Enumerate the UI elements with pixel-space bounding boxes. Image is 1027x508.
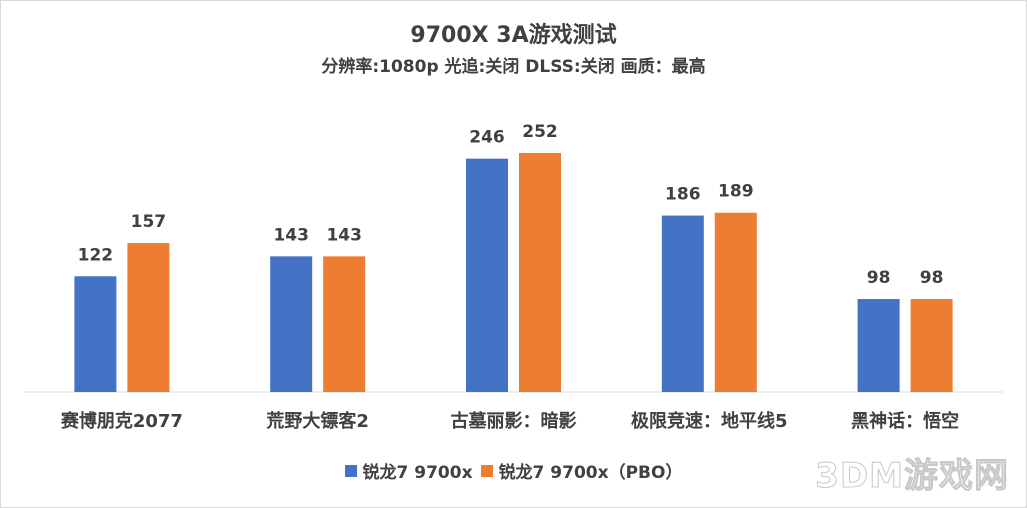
legend-swatch-series-1 [344,464,357,477]
legend-swatch-series-2 [480,464,493,477]
chart-subtitle: 分辨率:1080p 光追:关闭 DLSS:关闭 画质：最高 [321,57,706,77]
chart-title: 9700X 3A游戏测试 [410,23,617,48]
legend-item-series-1: 锐龙7 9700x [344,458,473,483]
x-tick-label-3: 古墓丽影：暗影 [451,410,577,432]
bar-series-2-cat-1 [127,243,170,392]
data-label-series-2-cat-1: 157 [131,212,167,232]
data-label-series-1-cat-3: 246 [469,128,505,148]
legend-label-series-1: 锐龙7 9700x [362,463,473,483]
data-label-series-2-cat-3: 252 [522,122,558,142]
bar-series-1-cat-5 [857,299,900,392]
x-tick-label-2: 荒野大镖客2 [265,410,369,432]
bar-series-2-cat-4 [714,212,757,392]
x-tick-label-4: 极限竞速：地平线5 [631,410,788,432]
bar-series-1-cat-4 [661,215,704,392]
data-label-series-1-cat-1: 122 [78,245,114,265]
data-label-series-1-cat-2: 143 [273,225,309,245]
bar-series-2-cat-3 [519,152,561,392]
legend-label-series-2: 锐龙7 9700x（PBO） [498,463,683,483]
bar-series-2-cat-2 [323,256,366,392]
data-label-series-2-cat-2: 143 [326,225,362,245]
data-label-series-1-cat-5: 98 [867,268,891,288]
x-tick-label-5: 黑神话：悟空 [851,410,959,432]
x-tick-label-1: 赛博朋克2077 [60,410,183,432]
data-label-series-1-cat-4: 186 [665,185,701,205]
watermark-logo: 3DM游戏网 [815,456,1009,497]
data-label-series-2-cat-4: 189 [718,182,754,202]
bar-series-2-cat-5 [910,299,953,392]
data-label-series-2-cat-5: 98 [920,268,944,288]
bar-series-1-cat-2 [270,256,313,392]
legend-item-series-2: 锐龙7 9700x（PBO） [480,458,683,483]
legend: 锐龙7 9700x 锐龙7 9700x（PBO） [0,458,1027,483]
bar-series-1-cat-1 [74,276,117,392]
bar-series-1-cat-3 [466,158,508,392]
